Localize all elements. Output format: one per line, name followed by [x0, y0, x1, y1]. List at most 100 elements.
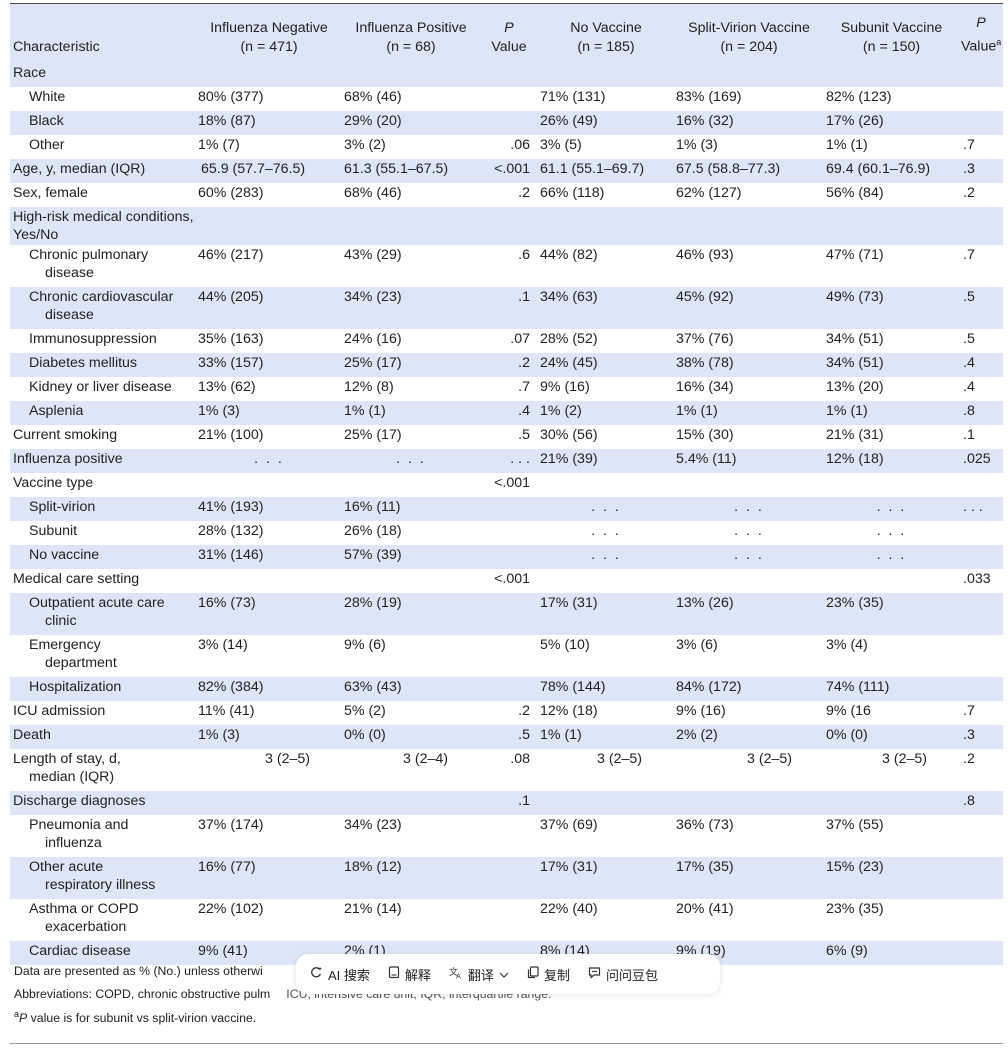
- col-influenza-negative: Influenza Negative (n = 471): [196, 4, 342, 63]
- table-cell: 1% (1): [824, 400, 959, 425]
- row-label: Outpatient acute care clinic: [10, 592, 196, 635]
- table-cell: 3 (2–5): [597, 750, 642, 767]
- table-cell: .4: [959, 352, 1003, 377]
- col-p-value-a: P Valuea: [959, 4, 1003, 63]
- table-cell: 12% (8): [344, 378, 394, 395]
- table-cell: .1: [480, 286, 538, 329]
- table-row: Age, y, median (IQR) 65.9 (57.7–76.5) 61.3…: [10, 158, 1003, 183]
- table-cell: .5: [518, 426, 530, 443]
- ai-search-label: AI 搜索: [328, 967, 370, 983]
- table-cell: [538, 62, 674, 87]
- table-cell: 13% (26): [674, 592, 824, 635]
- table-cell: 46% (93): [676, 246, 734, 263]
- table-cell: [480, 899, 538, 941]
- table-cell: 26% (49): [538, 110, 674, 135]
- row-label-continued: respiratory illness: [45, 876, 156, 893]
- row-label: Age, y, median (IQR): [10, 158, 196, 183]
- table-cell: 34% (23): [344, 816, 402, 833]
- col-no-vaccine: No Vaccine (n = 185): [538, 4, 674, 63]
- col-influenza-positive: Influenza Positive (n = 68): [342, 4, 480, 63]
- table-cell: [674, 569, 824, 593]
- svg-text:文: 文: [449, 966, 458, 978]
- table-cell: 3 (2–5): [882, 750, 927, 767]
- table-cell: .025: [959, 448, 1003, 473]
- table-cell: 1% (2): [538, 400, 674, 425]
- table-cell: 17% (35): [674, 856, 824, 899]
- table-cell: 16% (32): [674, 110, 824, 135]
- table-row: Vaccine type <.001: [10, 473, 1003, 497]
- explain-label: 解释: [404, 967, 431, 983]
- table-cell: .7: [963, 136, 975, 153]
- ai-search-button[interactable]: AI 搜索: [310, 965, 370, 984]
- table-cell: 49% (73): [824, 286, 959, 329]
- table-cell: .2: [963, 750, 975, 767]
- table-cell: .7: [963, 246, 975, 263]
- table-cell: .5: [963, 330, 975, 347]
- table-cell: . . .: [824, 496, 959, 521]
- table-row: Influenza positive. . .. . .. . . 21% (39…: [10, 448, 1003, 473]
- table-cell: 61.1 (55.1–69.7): [538, 158, 674, 183]
- table-cell: 25% (17): [342, 352, 480, 377]
- row-label: High-risk medical conditions, Yes/No: [10, 206, 196, 245]
- table-cell: 1% (1): [342, 400, 480, 425]
- table-cell: .4: [480, 400, 538, 425]
- table-row: Race: [10, 62, 1003, 87]
- row-label-continued: disease: [45, 264, 94, 281]
- table-cell: 71% (131): [540, 88, 606, 105]
- table-cell: <.001: [480, 158, 538, 183]
- table-cell: 25% (17): [344, 426, 402, 443]
- table-cell: 15% (30): [676, 426, 734, 443]
- table-cell: [538, 473, 674, 497]
- row-label-continued: disease: [45, 306, 94, 323]
- table-row: No vaccine 31% (146) 57% (39). . .. . .. .…: [10, 544, 1003, 569]
- table-cell: [196, 62, 342, 87]
- chevron-down-icon[interactable]: [499, 967, 509, 982]
- row-label: Kidney or liver disease: [29, 378, 172, 395]
- table-cell: 0% (0): [824, 724, 959, 749]
- table-cell: [342, 569, 480, 593]
- table-cell: [538, 790, 674, 815]
- table-cell: [959, 899, 1003, 941]
- table-cell: [196, 473, 342, 497]
- row-label: No vaccine: [10, 544, 196, 569]
- row-label: Race: [10, 62, 196, 87]
- ask-doubao-button[interactable]: 问问豆包: [588, 965, 658, 984]
- table-cell: 34% (63): [538, 286, 674, 329]
- table-cell: 65.9 (57.7–76.5): [196, 158, 342, 183]
- table-cell: [480, 521, 538, 545]
- table-cell: .4: [963, 378, 975, 395]
- table-cell: 28% (132): [198, 522, 264, 539]
- row-label: Death: [10, 724, 196, 749]
- explain-button[interactable]: 解释: [388, 965, 431, 984]
- table-cell: .7: [963, 702, 975, 719]
- table-cell: .08: [510, 750, 530, 767]
- table-cell: [480, 496, 538, 521]
- table-cell: 35% (163): [198, 330, 264, 347]
- table-cell: .6: [518, 246, 530, 263]
- table-cell: 16% (11): [342, 496, 480, 521]
- row-label: Asplenia: [10, 400, 196, 425]
- table-row: High-risk medical conditions, Yes/No: [10, 206, 1003, 245]
- copy-button[interactable]: 复制: [527, 965, 570, 984]
- table-cell: 5% (10): [540, 636, 590, 653]
- table-cell: [959, 473, 1003, 497]
- ask-doubao-label: 问问豆包: [605, 967, 658, 983]
- table-cell: [959, 87, 1003, 111]
- table-cell: 9% (16): [676, 702, 726, 719]
- table-cell: 36% (73): [676, 816, 734, 833]
- table-cell: 37% (76): [676, 330, 734, 347]
- table-cell: 56% (84): [826, 184, 884, 201]
- table-row: Black 18% (87) 29% (20) 26% (49) 16% (32) 17%…: [10, 110, 1003, 135]
- copy-icon: [527, 966, 539, 982]
- table-cell: [959, 676, 1003, 701]
- table-cell: 3% (2): [344, 136, 386, 153]
- table-cell: [824, 473, 959, 497]
- table-cell: 15% (23): [824, 856, 959, 899]
- table-cell: 38% (78): [674, 352, 824, 377]
- table-cell: 69.4 (60.1–76.9): [824, 158, 959, 183]
- table-cell: .5: [959, 286, 1003, 329]
- table-cell: .033: [963, 570, 991, 587]
- table-cell: . . .: [538, 544, 674, 569]
- table-cell: 1% (3): [196, 724, 342, 749]
